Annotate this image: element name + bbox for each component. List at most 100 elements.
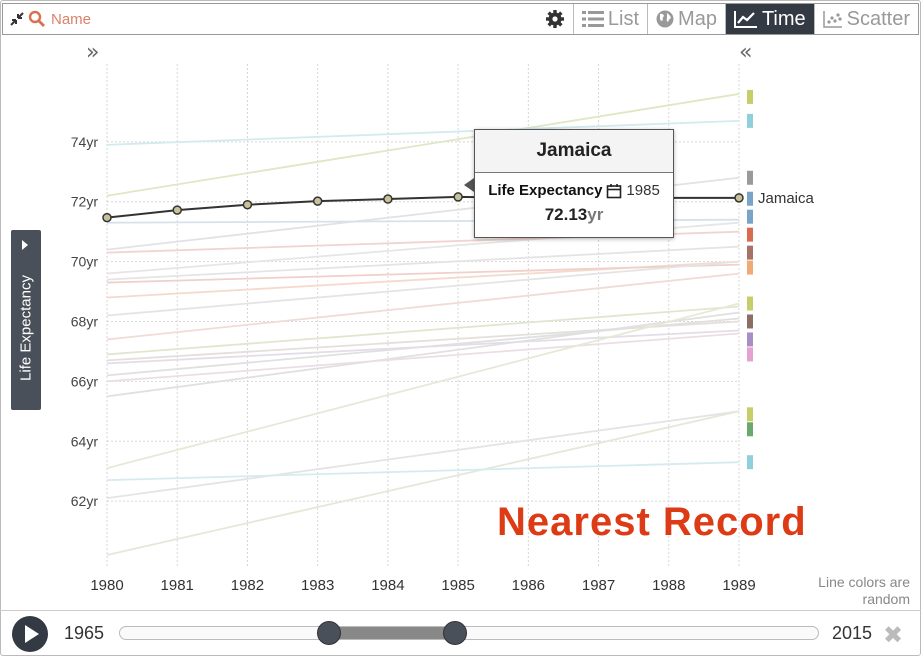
tab-map[interactable]: Map [647,4,725,34]
series-end-marker [747,245,753,260]
search-bar [3,4,573,34]
background-series-line [106,332,740,383]
highlight-series-label: Jamaica [758,190,815,207]
x-tick-label: 1986 [512,577,545,594]
series-end-marker [747,260,753,275]
tooltip-pointer [464,178,474,192]
highlight-point [453,192,463,202]
x-tick-label: 1988 [652,577,685,594]
timeline-track[interactable] [119,621,819,645]
x-tick-label: 1982 [231,577,264,594]
timeline-start-handle[interactable] [317,621,342,645]
tooltip-title: Jamaica [475,130,673,173]
background-series-line [106,329,740,365]
x-tick-label: 1984 [371,577,404,594]
x-tick-label: 1981 [161,577,194,594]
series-end-marker [747,347,753,362]
timeline: 1965 2015 ✖ [0,610,921,656]
x-tick-label: 1985 [441,577,474,594]
tab-scatter[interactable]: Scatter [813,4,918,34]
series-end-marker [747,209,753,224]
highlight-point [734,193,744,203]
tooltip-year: 1985 [626,182,660,199]
background-series-line [106,320,740,362]
series-end-marker [747,314,753,329]
expand-right-icon[interactable]: « [739,40,753,65]
background-series-line [106,305,740,356]
background-series-line [106,302,740,470]
y-tick-label: 66yr [71,373,99,389]
end-markers [747,89,753,470]
tab-list-label: List [607,7,640,30]
toolbar: List Map Time Scatter [2,3,919,35]
highlight-point [242,199,253,210]
tooltip-value: 72.13 [544,205,588,224]
line-colors-note: Line colors are random [818,574,910,607]
background-series-line [106,93,740,197]
tooltip-unit: yr [587,205,604,224]
y-tick-label: 72yr [71,194,99,210]
timeline-selected-range [329,627,456,639]
series-end-marker [747,407,753,422]
calendar-icon [607,183,622,198]
tooltip-measure-row: Life Expectancy 1985 [475,182,673,199]
y-axis-ticks: 62yr 64yr 66yr 68yr 70yr 72yr 74yr [71,134,99,509]
close-icon[interactable]: ✖ [883,621,904,649]
tab-time[interactable]: Time [724,4,814,34]
y-variable-tab[interactable]: Life Expectancy [11,230,41,410]
collapse-icon[interactable] [7,9,27,29]
series-end-marker [747,422,753,437]
timeline-end-label: 2015 [832,623,873,643]
caret-right-icon [22,240,28,250]
x-tick-label: 1980 [90,577,123,594]
y-variable-label: Life Expectancy [17,275,35,381]
y-tick-label: 70yr [71,254,99,270]
background-series [106,93,740,556]
series-end-marker [747,191,753,206]
background-series-line [106,461,740,482]
background-series-line [106,410,740,556]
x-axis-ticks: 1980 1981 1982 1983 1984 1985 1986 1987 1988 1989 [90,577,755,594]
highlight-point [312,196,323,206]
highlight-point [383,194,393,204]
tooltip-measure: Life Expectancy [488,182,603,199]
y-tick-label: 74yr [71,134,99,150]
series-end-marker [747,332,753,347]
timeline-end-handle[interactable] [443,621,468,645]
tab-list[interactable]: List [572,4,647,34]
search-icon [27,9,47,29]
x-tick-label: 1989 [722,577,755,594]
series-end-marker [747,227,753,242]
tab-time-label: Time [761,7,806,30]
tooltip: Jamaica Life Expectancy 1985 72.13yr [474,129,674,238]
play-button[interactable] [12,616,48,652]
search-input[interactable] [47,10,527,28]
list-icon [581,11,604,27]
time-chart: 1980 1981 1982 1983 1984 1985 1986 1987 1988 1989… [71,64,815,594]
line-chart-icon [733,11,757,28]
tab-map-label: Map [678,7,717,30]
expand-left-icon[interactable]: » [86,40,100,65]
scatter-icon [822,11,842,28]
background-series-line [106,410,740,500]
tab-scatter-label: Scatter [846,7,910,30]
globe-icon [656,10,674,28]
y-tick-label: 64yr [71,433,99,449]
series-end-marker [747,170,753,185]
timeline-start-label: 1965 [64,623,105,643]
series-end-marker [747,296,753,311]
series-end-marker [747,89,753,104]
background-series-line [106,245,740,281]
background-series-line [106,263,740,284]
x-tick-label: 1987 [582,577,615,594]
series-end-marker [747,113,753,128]
tooltip-value-row: 72.13yr [475,205,673,225]
gear-icon[interactable] [545,9,565,29]
background-series-line [106,119,740,146]
highlight-point [102,212,112,223]
background-series-line [106,272,740,341]
background-series-line [106,311,740,398]
series-end-marker [747,455,753,470]
y-tick-label: 68yr [71,313,99,329]
y-tick-label: 62yr [71,493,99,509]
